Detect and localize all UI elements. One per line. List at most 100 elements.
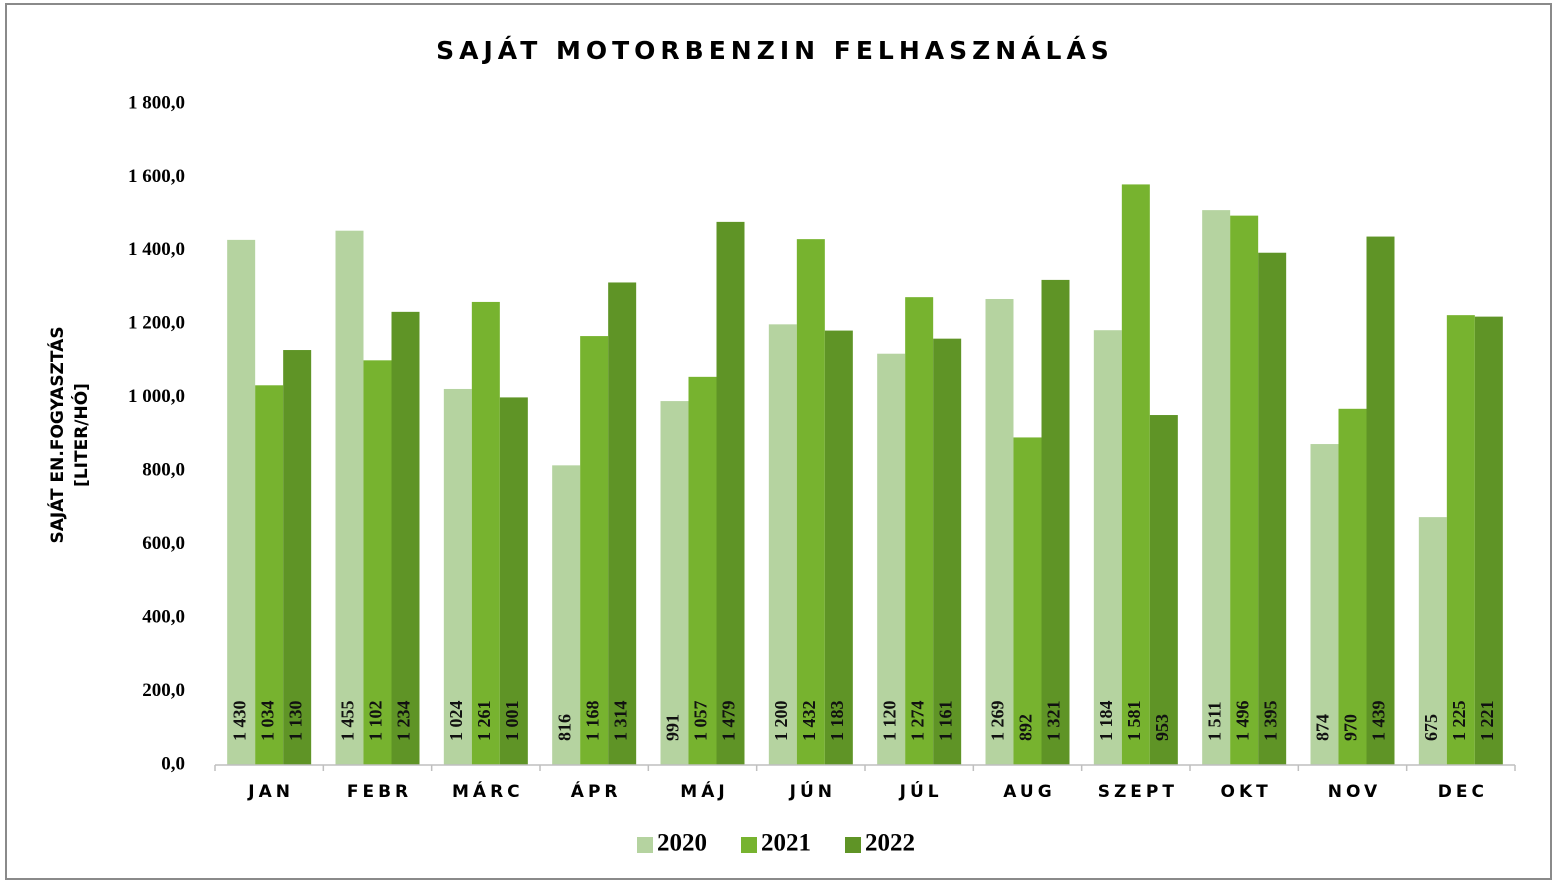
data-label: 1 183 <box>827 701 847 742</box>
bar <box>580 336 609 765</box>
bar <box>335 230 364 766</box>
bar <box>933 338 962 765</box>
y-axis-title: SAJÁT EN.FOGYASZTÁS [LITER/HÓ] <box>46 326 92 543</box>
bar <box>552 465 581 765</box>
data-label: 1 321 <box>1044 701 1064 742</box>
legend-swatch <box>845 837 861 853</box>
bar <box>877 353 906 765</box>
data-label: 1 225 <box>1449 701 1469 742</box>
data-label: 1 432 <box>799 701 819 742</box>
data-label: 816 <box>554 714 574 741</box>
data-label: 1 130 <box>285 701 305 742</box>
bar <box>1338 408 1367 765</box>
bar <box>1446 315 1475 765</box>
bar <box>1418 517 1447 765</box>
data-label: 1 395 <box>1260 701 1280 742</box>
y-tick-label: 400,0 <box>142 606 185 627</box>
data-label: 675 <box>1421 714 1441 741</box>
y-axis-title-line: [LITER/HÓ] <box>70 383 92 487</box>
data-label: 1 221 <box>1477 701 1497 742</box>
data-label: 1 269 <box>988 701 1008 742</box>
data-label: 1 102 <box>366 701 386 742</box>
x-tick-label: JÚN <box>789 780 836 802</box>
legend-swatch <box>637 837 653 853</box>
legend-label: 2020 <box>657 830 707 857</box>
bar <box>716 221 745 766</box>
x-tick-label: FEBR <box>347 782 412 802</box>
x-tick-label: ÁPR <box>571 780 622 802</box>
x-tick-label: DEC <box>1438 782 1488 802</box>
data-label: 874 <box>1313 714 1333 741</box>
data-label: 1 455 <box>338 701 358 742</box>
bar <box>227 239 256 766</box>
bar <box>824 330 853 765</box>
data-label: 892 <box>1016 714 1036 741</box>
bar <box>1258 252 1287 766</box>
bar <box>1230 215 1259 765</box>
bar <box>443 388 472 765</box>
bar <box>796 239 825 766</box>
data-label: 991 <box>663 714 683 741</box>
data-label: 953 <box>1152 714 1172 741</box>
bar <box>985 298 1014 765</box>
bar <box>905 297 934 765</box>
data-label: 1 034 <box>257 701 277 742</box>
x-tick-label: MÁJ <box>680 780 728 802</box>
y-tick-label: 200,0 <box>142 680 185 701</box>
y-tick-label: 600,0 <box>142 533 185 554</box>
data-label: 1 511 <box>1204 701 1224 741</box>
y-axis-title-line: SAJÁT EN.FOGYASZTÁS <box>46 326 68 543</box>
data-label: 1 184 <box>1096 701 1116 742</box>
bar <box>1149 415 1178 765</box>
bar <box>1366 236 1395 766</box>
x-tick-label: SZEPT <box>1098 782 1178 802</box>
legend-label: 2022 <box>865 830 915 857</box>
y-tick-label: 0,0 <box>161 753 185 774</box>
bar <box>1093 330 1122 765</box>
data-label: 1 496 <box>1232 701 1252 742</box>
data-label: 1 430 <box>229 701 249 742</box>
bar <box>283 350 312 765</box>
bar <box>688 376 717 765</box>
data-label: 1 161 <box>935 701 955 742</box>
data-label: 1 057 <box>691 701 711 742</box>
bar <box>1121 184 1150 766</box>
y-tick-label: 1 400,0 <box>128 239 185 260</box>
x-tick-label: JÚL <box>899 780 943 802</box>
bar <box>608 282 637 765</box>
x-tick-label: NOV <box>1328 782 1381 802</box>
bar <box>768 324 797 765</box>
data-label: 1 274 <box>907 701 927 742</box>
bar <box>391 311 420 765</box>
bar <box>1474 316 1503 765</box>
x-tick-label: AUG <box>1003 782 1055 802</box>
legend-swatch <box>741 837 757 853</box>
x-tick-label: JAN <box>247 782 294 802</box>
data-label: 1 234 <box>394 701 414 742</box>
y-tick-label: 1 800,0 <box>128 92 185 113</box>
data-label: 1 120 <box>879 701 899 742</box>
data-label: 1 001 <box>502 701 522 742</box>
data-label: 1 439 <box>1369 701 1389 742</box>
data-label: 1 479 <box>719 701 739 742</box>
legend-label: 2021 <box>761 830 811 857</box>
x-tick-label: MÁRC <box>452 780 524 802</box>
bar <box>255 385 284 765</box>
data-label: 1 024 <box>446 701 466 742</box>
data-label: 970 <box>1341 714 1361 741</box>
bar <box>660 401 689 765</box>
bar <box>1013 437 1042 765</box>
y-tick-label: 800,0 <box>142 460 185 481</box>
data-label: 1 581 <box>1124 701 1144 742</box>
bar <box>471 301 500 765</box>
bar <box>499 397 528 765</box>
bar <box>1202 210 1231 766</box>
chart-title: SAJÁT MOTORBENZIN FELHASZNÁLÁS <box>436 36 1114 65</box>
y-tick-label: 1 600,0 <box>128 166 185 187</box>
y-tick-label: 1 200,0 <box>128 313 185 334</box>
bar <box>363 360 392 765</box>
bar <box>1310 444 1339 765</box>
bar <box>1041 279 1070 765</box>
data-label: 1 200 <box>771 701 791 742</box>
